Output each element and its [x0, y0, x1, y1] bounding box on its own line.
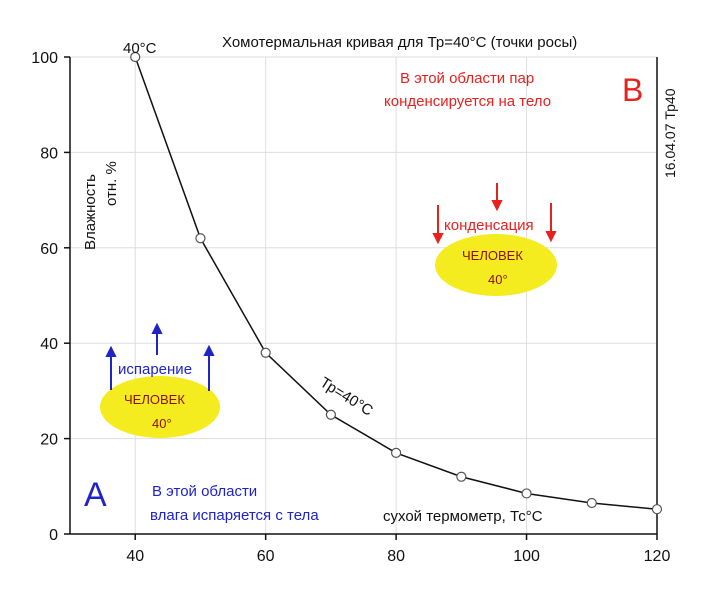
y-tick-label: 0: [49, 527, 58, 544]
data-point: [325, 409, 336, 420]
x-tick-label: 60: [257, 548, 275, 565]
data-point: [456, 471, 467, 482]
x-axis-label: сухой термометр, Тс°С: [383, 508, 543, 525]
data-point: [391, 447, 402, 459]
region-b-process-label: конденсация: [444, 217, 534, 234]
data-point: [260, 347, 271, 358]
region-a-person-label: ЧЕЛОВЕК: [124, 392, 185, 407]
y-tick-label: 80: [40, 145, 58, 162]
region-a-arrows: [105, 322, 215, 391]
x-tick-label: 80: [387, 548, 405, 565]
region-a-temp-label: 40°: [152, 416, 172, 431]
region-b-person-ellipse: [435, 234, 557, 296]
y-axis-label-line1: Влажность: [82, 174, 99, 250]
region-b-arrows: [432, 183, 557, 245]
data-point: [586, 497, 597, 509]
region-b-person-label: ЧЕЛОВЕК: [462, 248, 523, 263]
region-a: A В этой области влага испаряется с тела…: [84, 322, 319, 524]
region-b-text-line2: конденсируется на тело: [384, 93, 551, 110]
region-a-person-ellipse: [100, 376, 220, 438]
grid-lines: [70, 56, 658, 535]
chart-title: Хомотермальная кривая для Тр=40°С (точки…: [222, 34, 577, 51]
x-tick-labels: 40 60 80 100 120: [126, 548, 670, 565]
region-b-text-line1: В этой области пар: [400, 70, 534, 87]
region-b: B В этой области пар конденсируется на т…: [384, 70, 643, 296]
series-curve-label: Тр=40°С: [317, 374, 376, 420]
side-date-label: 16.04.07 Тр40: [662, 88, 678, 178]
data-point: [521, 488, 532, 499]
region-a-text-line1: В этой области: [152, 483, 257, 500]
region-b-temp-label: 40°: [488, 272, 508, 287]
y-tick-label: 20: [40, 432, 58, 449]
y-tick-labels: 0 20 40 60 80 100: [31, 50, 58, 544]
region-b-letter: B: [622, 72, 643, 108]
data-point: [195, 233, 206, 244]
y-tick-label: 100: [31, 50, 58, 67]
y-tick-label: 40: [40, 336, 58, 353]
region-a-process-label: испарение: [118, 361, 192, 378]
region-a-letter: A: [84, 476, 107, 514]
axes: [64, 56, 658, 540]
series-points: [130, 51, 663, 515]
x-tick-label: 40: [126, 548, 144, 565]
x-tick-label: 100: [513, 548, 540, 565]
y-axis-label-line2: отн. %: [103, 161, 120, 206]
y-tick-label: 60: [40, 241, 58, 258]
top-point-label: 40°C: [123, 40, 157, 57]
data-point: [651, 504, 663, 515]
data-point: [130, 51, 141, 63]
region-a-text-line2: влага испаряется с тела: [150, 507, 319, 524]
x-tick-label: 120: [644, 548, 671, 565]
